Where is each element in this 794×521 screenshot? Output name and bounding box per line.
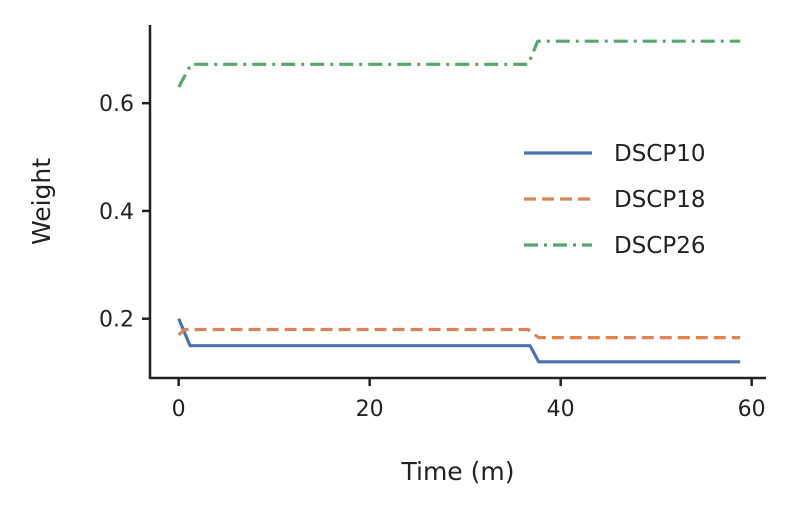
series-line-dscp18 [177, 327, 741, 340]
legend-label-dscp18: DSCP18 [614, 187, 706, 213]
series-line-dscp26 [177, 39, 741, 88]
y-tick-label: 0.4 [99, 200, 134, 225]
x-tick-label: 40 [547, 397, 575, 422]
legend-label-dscp10: DSCP10 [614, 141, 706, 167]
x-tick-label: 20 [356, 397, 384, 422]
x-axis-label: Time (m) [401, 457, 515, 486]
legend-label-dscp26: DSCP26 [614, 233, 706, 259]
x-tick-label: 0 [172, 397, 186, 422]
y-axis-ticks: 0.2 0.4 0.6 [99, 92, 150, 333]
y-tick-label: 0.2 [99, 308, 134, 333]
x-axis-ticks: 0 20 40 60 [172, 378, 766, 422]
y-axis-label: Weight [27, 158, 56, 245]
y-tick-label: 0.6 [99, 92, 134, 117]
x-tick-label: 60 [738, 397, 766, 422]
series-line-dscp10 [177, 318, 741, 364]
series-layer [177, 39, 741, 364]
legend: DSCP10 DSCP18 DSCP26 [524, 141, 706, 259]
